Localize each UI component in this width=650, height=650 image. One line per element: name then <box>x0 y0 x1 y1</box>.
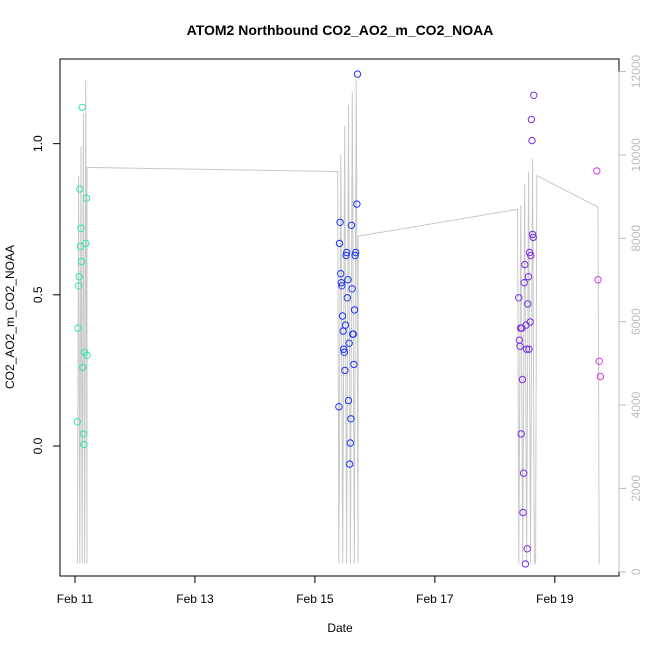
data-point <box>340 345 348 353</box>
data-point <box>336 218 344 227</box>
data-point <box>518 375 527 384</box>
data-point <box>345 339 353 347</box>
data-point <box>83 351 91 359</box>
data-point <box>76 242 85 251</box>
data-point <box>525 345 533 353</box>
y2-tick-label: 10000 <box>629 138 643 172</box>
data-point <box>529 233 537 242</box>
altitude-line <box>337 79 359 564</box>
data-point <box>353 70 362 78</box>
y-axis-right: 0 2000 4000 6000 8000 10000 12000 <box>618 55 643 575</box>
data-point <box>341 321 350 329</box>
data-point <box>342 251 350 260</box>
data-point <box>335 403 343 411</box>
data-point <box>522 345 531 353</box>
data-point <box>74 282 83 290</box>
data-point <box>346 460 354 468</box>
data-point <box>80 440 88 449</box>
data-point <box>347 221 356 230</box>
data-point <box>524 273 533 281</box>
data-point <box>78 103 86 112</box>
data-point <box>77 257 86 266</box>
data-point <box>593 167 601 175</box>
data-point <box>596 372 605 381</box>
data-points <box>73 70 605 568</box>
data-point <box>527 115 536 124</box>
data-point <box>528 136 536 145</box>
x-tick-label: Feb 19 <box>536 592 574 606</box>
y-tick-label: 0.0 <box>31 437 45 454</box>
data-point <box>77 224 85 233</box>
data-point <box>530 91 538 100</box>
data-point <box>82 239 90 248</box>
data-point <box>76 185 84 193</box>
data-point <box>519 508 527 517</box>
data-point <box>337 279 345 287</box>
data-point <box>594 276 602 284</box>
data-point <box>528 230 537 239</box>
data-point <box>348 285 356 293</box>
data-point <box>520 279 528 287</box>
data-point <box>335 239 344 248</box>
data-point <box>343 248 351 257</box>
data-point <box>79 363 87 372</box>
data-point <box>344 276 352 284</box>
data-point <box>350 306 359 314</box>
altitude-lines <box>76 79 600 564</box>
data-point <box>344 396 353 405</box>
data-point <box>519 469 528 477</box>
data-point <box>338 282 346 290</box>
data-point <box>524 300 532 308</box>
x-axis: Feb 11 Feb 13 Feb 15 Feb 17 Feb 19 <box>57 575 574 606</box>
altitude-line <box>535 174 600 564</box>
y2-tick-label: 8000 <box>629 225 643 252</box>
data-point <box>353 200 361 208</box>
altitude-line <box>517 159 535 564</box>
chart-title: ATOM2 Northbound CO2_AO2_m_CO2_NOAA <box>187 22 494 38</box>
x-tick-label: Feb 13 <box>176 592 214 606</box>
data-point <box>351 251 359 260</box>
data-point <box>515 294 523 302</box>
x-tick-label: Feb 15 <box>296 592 334 606</box>
data-point <box>343 294 351 302</box>
y-tick-label: 1.0 <box>31 135 45 152</box>
x-tick-label: Feb 11 <box>57 592 94 606</box>
x-axis-label: Date <box>327 621 353 635</box>
altitude-connector <box>86 166 339 173</box>
y2-tick-label: 0 <box>629 568 643 575</box>
y-axis: 0.0 0.5 1.0 <box>31 135 60 454</box>
data-point <box>349 330 357 338</box>
data-point <box>521 560 530 568</box>
data-point <box>73 418 82 426</box>
y2-tick-label: 12000 <box>629 55 643 89</box>
data-point <box>521 260 529 269</box>
data-point <box>347 415 355 423</box>
y-axis-label: CO2_AO2_m_CO2_NOAA <box>3 245 17 389</box>
x-tick-label: Feb 17 <box>416 592 454 606</box>
data-point <box>526 318 534 326</box>
data-point <box>523 545 531 553</box>
data-point <box>527 251 535 260</box>
data-point <box>340 348 348 356</box>
y2-tick-label: 6000 <box>629 308 643 335</box>
data-point <box>595 357 603 365</box>
data-point <box>79 430 88 438</box>
data-point <box>517 430 525 438</box>
data-point <box>75 273 83 281</box>
data-point <box>516 342 524 350</box>
data-point <box>337 270 345 278</box>
data-point <box>352 248 360 257</box>
data-point <box>338 312 347 320</box>
altitude-connector <box>358 208 519 237</box>
data-point <box>350 360 358 369</box>
y2-tick-label: 2000 <box>629 475 643 502</box>
data-point <box>74 324 82 332</box>
y-tick-label: 0.5 <box>31 286 45 303</box>
data-point <box>82 194 91 202</box>
data-point <box>346 439 354 447</box>
data-point <box>341 366 349 375</box>
altitude-line <box>76 79 88 564</box>
y2-tick-label: 4000 <box>629 391 643 418</box>
